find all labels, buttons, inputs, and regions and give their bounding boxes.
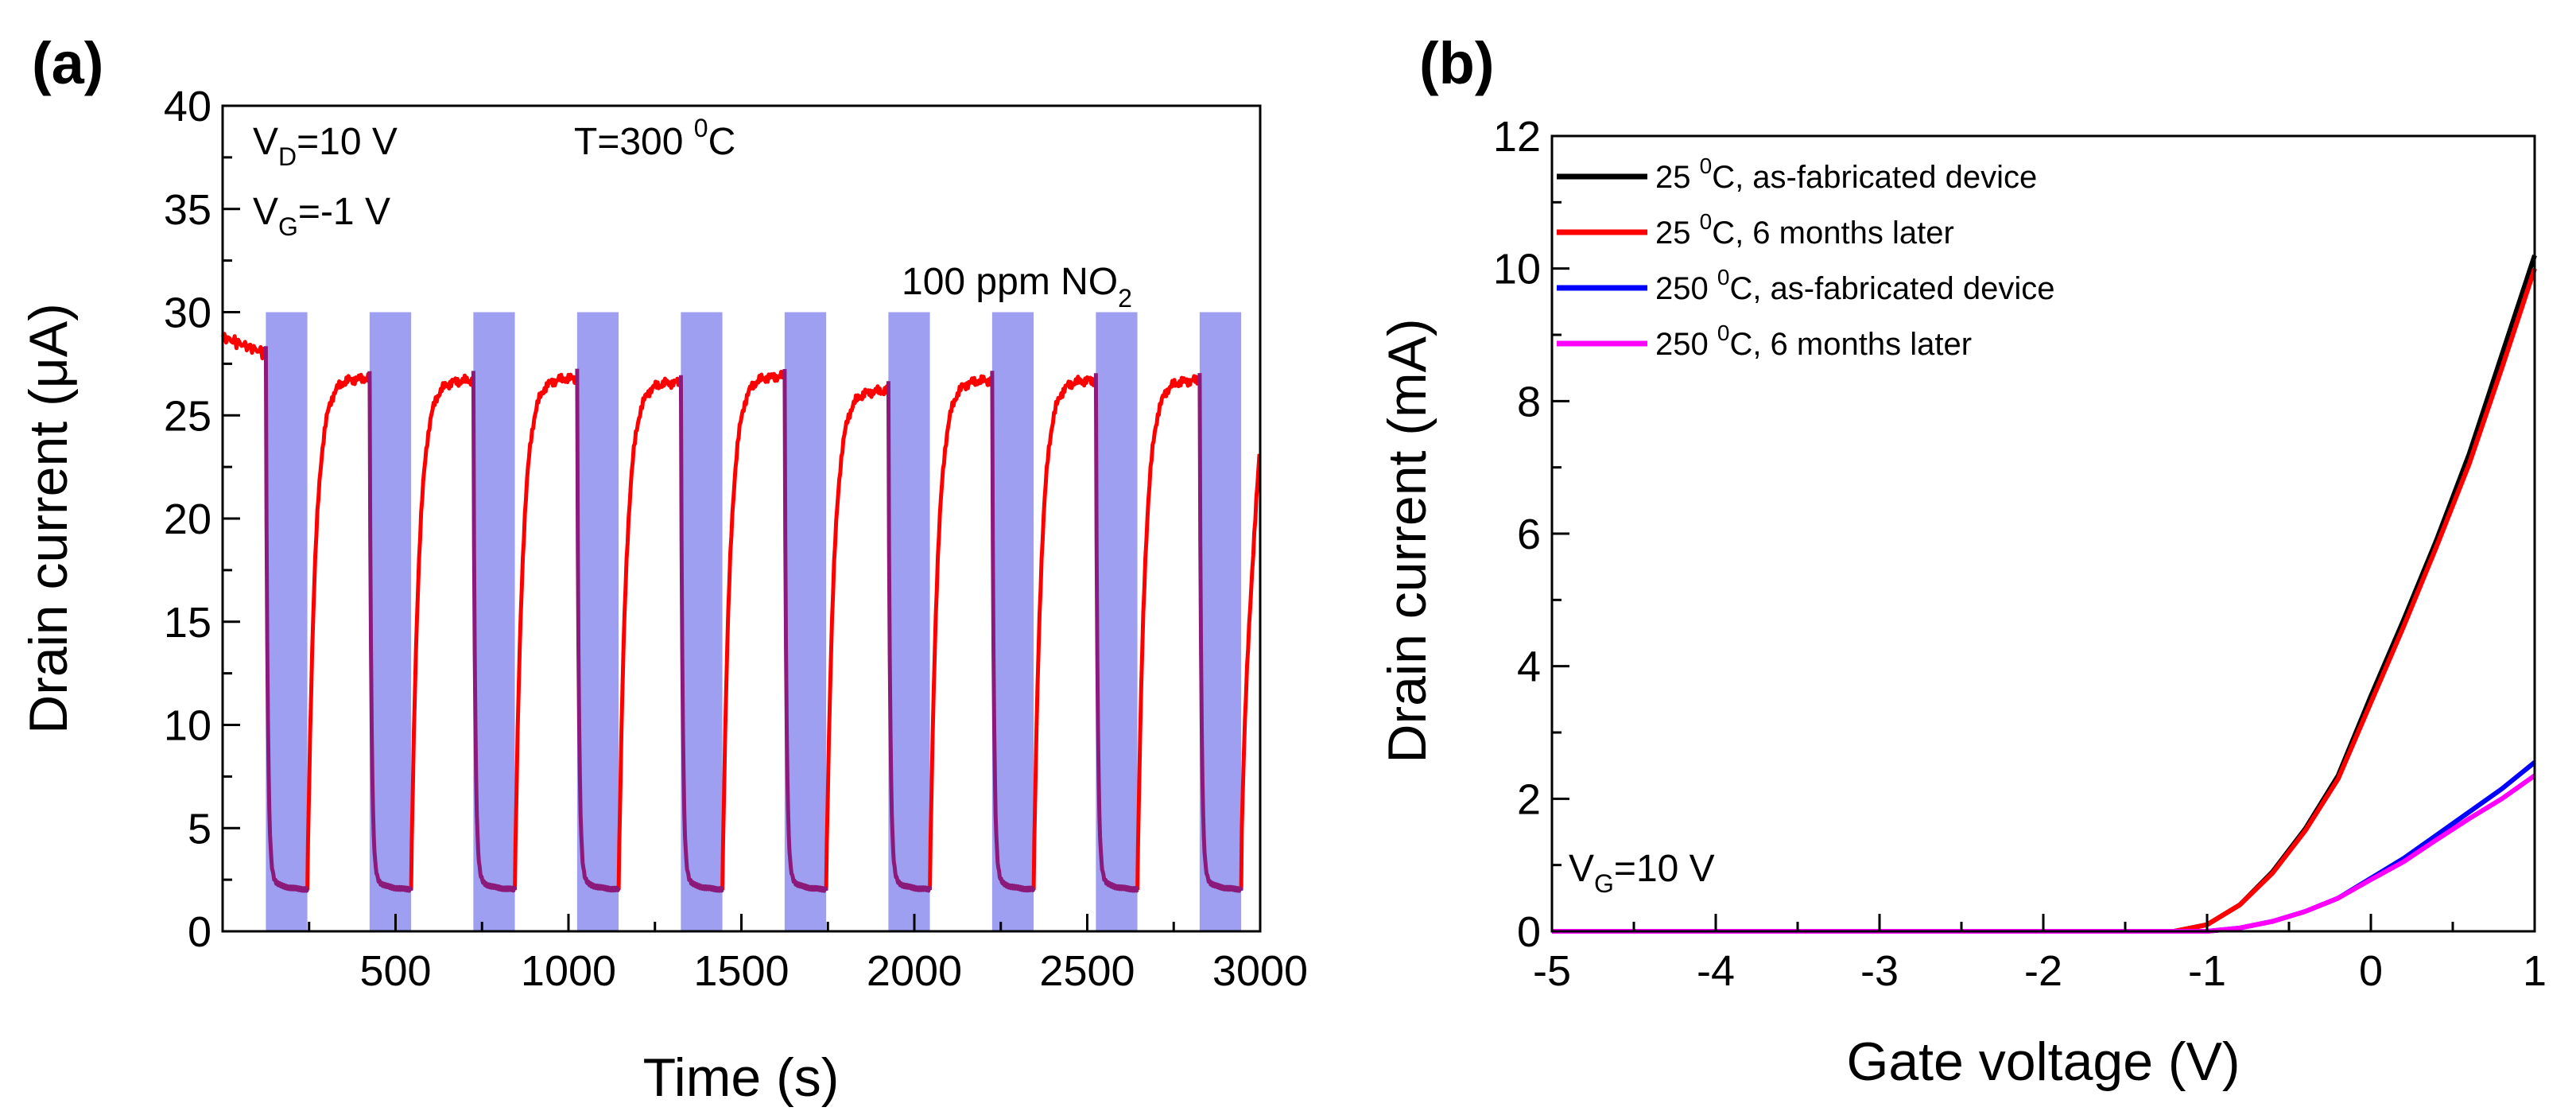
gas-pulse-5 (681, 312, 723, 931)
series-segment-recovery-6 (720, 370, 786, 891)
panel-b: (b) 0 2 4 6 8 10 12 -5 -4 -3 -2 -1 0 1 Gate voltage … (1377, 30, 2547, 1092)
y-axis-title-a: Drain current (μA) (18, 303, 79, 734)
vg-annotation: VG=-1 V (253, 191, 390, 241)
legend-item-4: 250 0C, 6 months later (1557, 321, 1972, 362)
legend-item-2: 25 0C, 6 months later (1557, 209, 1954, 251)
y-tick-label-a-30: 30 (164, 289, 211, 337)
x-axis-a: 500 1000 1500 2000 2500 3000 (308, 914, 1308, 995)
x-tick-label-b--3: -3 (1860, 947, 1899, 995)
y-tick-label-a-25: 25 (164, 392, 211, 440)
x-tick-label-b--2: -2 (2024, 947, 2062, 995)
x-tick-label-b--1: -1 (2188, 947, 2226, 995)
legend-item-3: 250 0C, as-fabricated device (1557, 265, 2055, 306)
series-segment-recovery-3 (409, 373, 475, 891)
series-segment-exposure-5 (678, 375, 724, 893)
x-axis-title-b: Gate voltage (V) (1846, 1032, 2240, 1092)
y-axis-b: 0 2 4 6 8 10 12 (1493, 113, 1569, 956)
series-segment-recovery-7 (824, 384, 890, 891)
series-segment-exposure-8 (990, 371, 1036, 893)
vd-annotation: VD=10 V (253, 121, 398, 171)
series-segment-recovery-1 (220, 332, 268, 360)
gas-pulse-6 (784, 312, 827, 931)
panel-a-label: (a) (32, 30, 103, 96)
x-tick-label-b--4: -4 (1697, 947, 1735, 995)
legend-label-4: 250 0C, 6 months later (1655, 321, 1972, 362)
legend-item-1: 25 0C, as-fabricated device (1557, 153, 2037, 195)
series-line-4 (1552, 773, 2536, 934)
y-tick-label-a-20: 20 (164, 495, 211, 543)
vg-annotation-b: VG=10 V (1569, 848, 1715, 898)
series-segment-exposure-10 (1197, 373, 1243, 893)
legend-label-1: 25 0C, as-fabricated device (1655, 153, 2037, 195)
y-tick-label-b-8: 8 (1517, 378, 1541, 425)
panel-b-label: (b) (1419, 30, 1495, 96)
x-tick-label-a-1000: 1000 (521, 947, 616, 995)
x-tick-label-a-2500: 2500 (1039, 947, 1135, 995)
y-tick-label-a-5: 5 (188, 805, 211, 853)
y-tick-label-a-10: 10 (164, 702, 211, 750)
legend-label-2: 25 0C, 6 months later (1655, 209, 1954, 251)
series-segment-exposure-2 (367, 371, 413, 893)
gas-pulse-4 (576, 312, 619, 931)
y-axis-a: 0 5 10 15 20 25 30 35 40 (164, 83, 240, 956)
temperature-annotation: T=300 0C (574, 114, 735, 163)
series-segment-exposure-9 (1093, 373, 1139, 893)
series-segment-recovery-11 (1239, 453, 1262, 891)
y-tick-label-b-10: 10 (1493, 246, 1541, 293)
x-tick-label-b-0: 0 (2359, 947, 2383, 995)
series-segment-exposure-3 (471, 371, 517, 893)
series-segment-exposure-6 (782, 368, 828, 893)
y-tick-label-b-2: 2 (1517, 775, 1541, 823)
gas-pulse-9 (1096, 312, 1138, 931)
x-tick-label-a-2000: 2000 (867, 947, 962, 995)
series-segment-exposure-7 (886, 381, 932, 893)
gas-pulse-10 (1199, 312, 1242, 931)
y-tick-label-a-0: 0 (188, 908, 211, 956)
x-tick-label-a-3000: 3000 (1212, 947, 1308, 995)
gas-pulse-7 (888, 312, 930, 931)
series-segment-recovery-8 (928, 374, 994, 891)
x-axis-b: -5 -4 -3 -2 -1 0 1 (1533, 914, 2547, 995)
series-segment-exposure-4 (575, 368, 621, 893)
gas-pulse-2 (369, 312, 412, 931)
series-segment-recovery-4 (513, 372, 579, 891)
drain-current-series (220, 332, 1262, 893)
y-tick-label-b-6: 6 (1517, 511, 1541, 558)
panel-a: (a) 0 5 10 15 20 25 30 35 40 500 1000 1500 2000 2500… (18, 30, 1308, 1108)
gas-pulse-3 (473, 312, 515, 931)
gas-pulse-1 (266, 312, 308, 931)
x-axis-title-a: Time (s) (643, 1047, 840, 1108)
y-tick-label-b-12: 12 (1493, 113, 1541, 161)
y-tick-label-b-0: 0 (1517, 908, 1541, 956)
x-tick-label-a-500: 500 (359, 947, 431, 995)
y-tick-label-b-4: 4 (1517, 643, 1541, 691)
gas-annotation: 100 ppm NO2 (902, 261, 1132, 313)
series-segment-recovery-2 (305, 371, 371, 891)
legend: 25 0C, as-fabricated device 25 0C, 6 mon… (1557, 153, 2055, 362)
series-segment-recovery-10 (1135, 374, 1201, 891)
gas-pulses (266, 312, 1242, 931)
series-line-3 (1552, 760, 2536, 934)
series-segment-exposure-1 (263, 346, 309, 893)
x-tick-label-b--5: -5 (1533, 947, 1571, 995)
y-tick-label-a-15: 15 (164, 599, 211, 647)
gas-pulse-8 (991, 312, 1034, 931)
x-tick-label-b-1: 1 (2523, 947, 2547, 995)
x-tick-label-a-1500: 1500 (693, 947, 789, 995)
series-segment-recovery-9 (1031, 375, 1098, 891)
series-line-2 (1552, 267, 2537, 934)
legend-label-3: 250 0C, as-fabricated device (1655, 265, 2055, 306)
plot-b-frame (1550, 134, 2536, 933)
y-tick-label-a-40: 40 (164, 83, 211, 130)
y-axis-title-b: Drain current (mA) (1377, 318, 1437, 763)
y-tick-label-a-35: 35 (164, 186, 211, 234)
series-segment-recovery-5 (616, 376, 683, 891)
